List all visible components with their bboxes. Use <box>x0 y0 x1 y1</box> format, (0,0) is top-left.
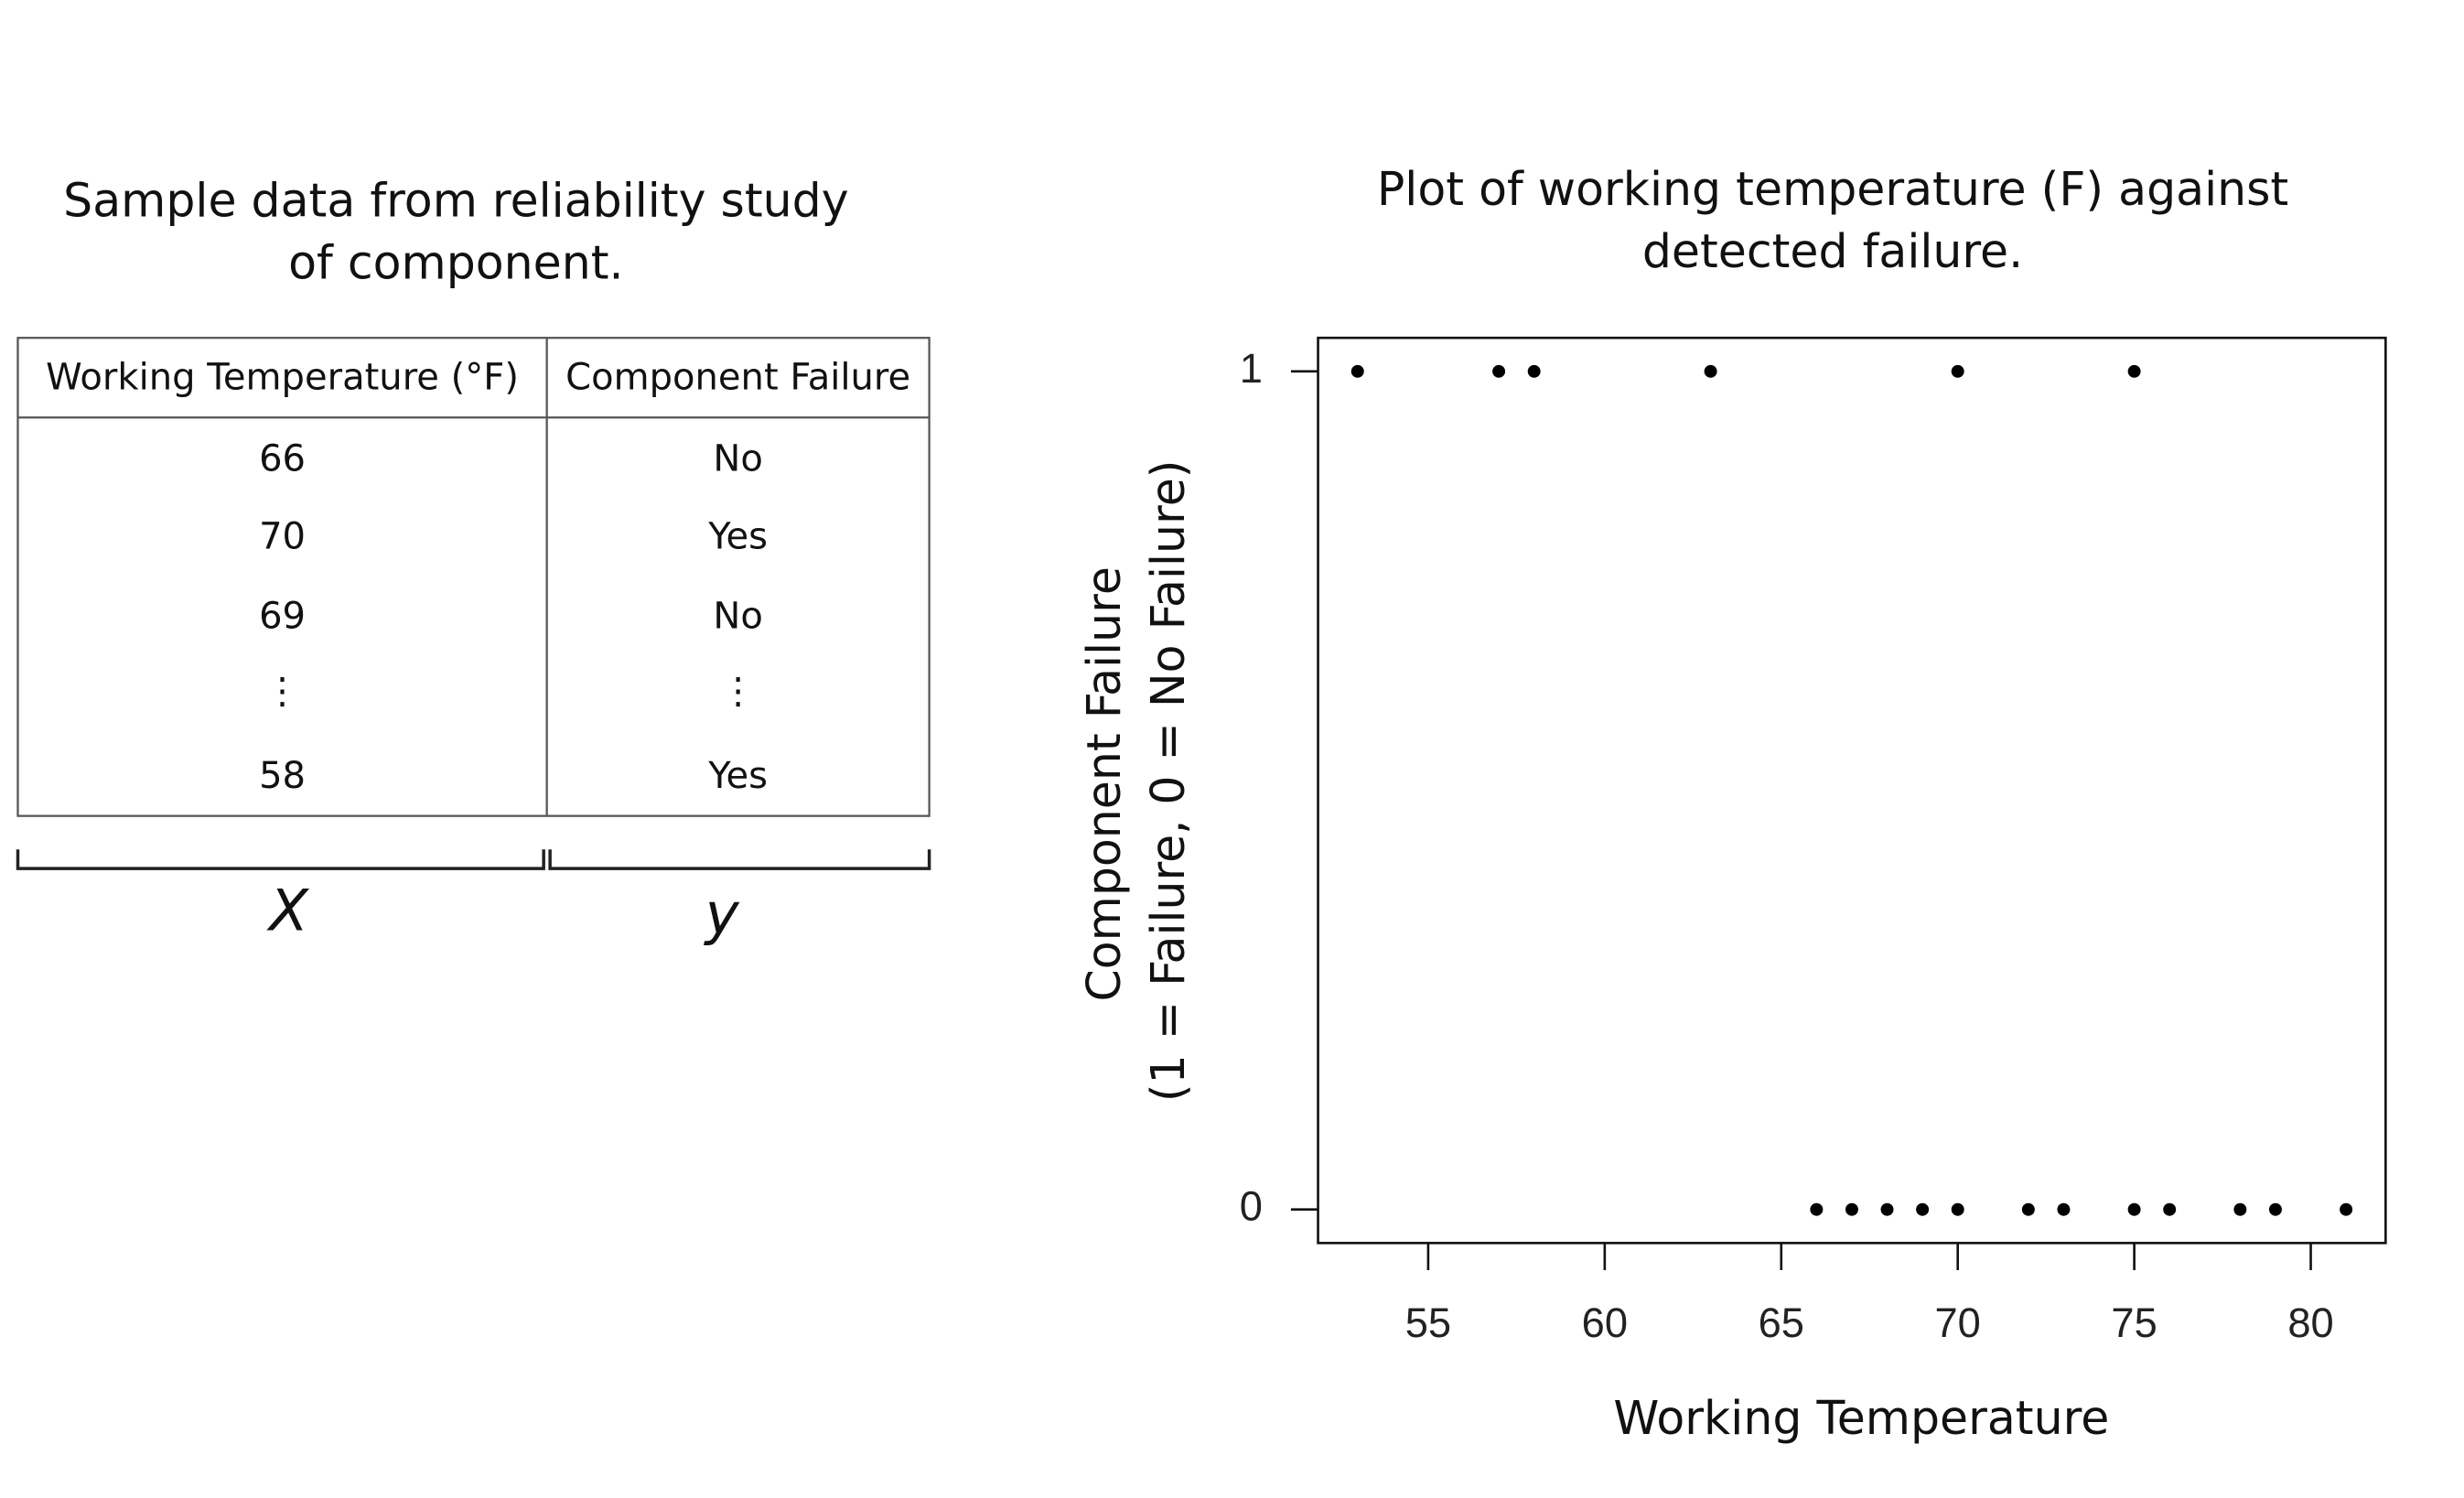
table-cell: Yes <box>707 755 768 797</box>
point <box>1704 364 1717 378</box>
table-title: Sample data from reliability study <box>63 173 848 227</box>
point <box>2163 1202 2177 1216</box>
chart-title: Plot of working temperature (F) against <box>1377 162 2288 216</box>
x-tick-label: 55 <box>1405 1299 1451 1346</box>
y-axis-label: Component Failure <box>1077 566 1131 1001</box>
point <box>1350 364 1364 378</box>
x-tick-label: 70 <box>1935 1299 1981 1346</box>
bracket <box>16 849 545 870</box>
x-tick-label: 80 <box>2287 1299 2333 1346</box>
y-tick-label: 0 <box>1240 1183 1263 1230</box>
table-header: Working Temperature (°F) <box>46 356 519 398</box>
x-tick-label: 75 <box>2111 1299 2157 1346</box>
table-cell: Yes <box>707 516 768 558</box>
point <box>1810 1202 1824 1216</box>
y-tick-label: 1 <box>1240 345 1263 392</box>
table-cell: ⋮ <box>264 671 301 713</box>
plot: 55 60 65 70 75 80 0 1 <box>1240 345 2353 1346</box>
plot-frame <box>1317 336 2387 1245</box>
point <box>1880 1202 1894 1216</box>
bracket-label: y <box>704 880 740 947</box>
point <box>1527 364 1541 378</box>
table-header: Component Failure <box>565 356 910 398</box>
x-axis-label: Working Temperature <box>1613 1391 2109 1445</box>
x-tick-label: 65 <box>1759 1299 1804 1346</box>
table-body: 66 No 70 Yes 69 No ⋮ ⋮ 58 Yes <box>259 437 768 797</box>
x-tick-label: 60 <box>1582 1299 1628 1346</box>
point <box>2057 1202 2071 1216</box>
bracket-label: X <box>266 878 310 944</box>
point <box>1845 1202 1858 1216</box>
table-cell: 66 <box>259 437 306 480</box>
bracket <box>548 849 931 870</box>
table-cell: No <box>713 437 762 480</box>
table-border <box>16 337 931 817</box>
point <box>2021 1202 2035 1216</box>
table-cell: 58 <box>259 755 306 797</box>
point <box>1916 1202 1930 1216</box>
point <box>2268 1202 2282 1216</box>
point <box>2340 1202 2353 1216</box>
table-cell: 69 <box>259 596 306 638</box>
point <box>2127 364 2141 378</box>
table-title: of component. <box>288 235 623 289</box>
chart-title: detected failure. <box>1642 224 2023 278</box>
table-cell: No <box>713 596 762 638</box>
table-cell: ⋮ <box>720 671 757 713</box>
point <box>2233 1202 2247 1216</box>
point <box>1492 364 1506 378</box>
y-axis-label: (1 = Failure, 0 = No Failure) <box>1141 460 1195 1103</box>
point <box>2127 1202 2141 1216</box>
point <box>1951 364 1964 378</box>
table-cell: 70 <box>259 516 306 558</box>
point <box>1951 1202 1964 1216</box>
